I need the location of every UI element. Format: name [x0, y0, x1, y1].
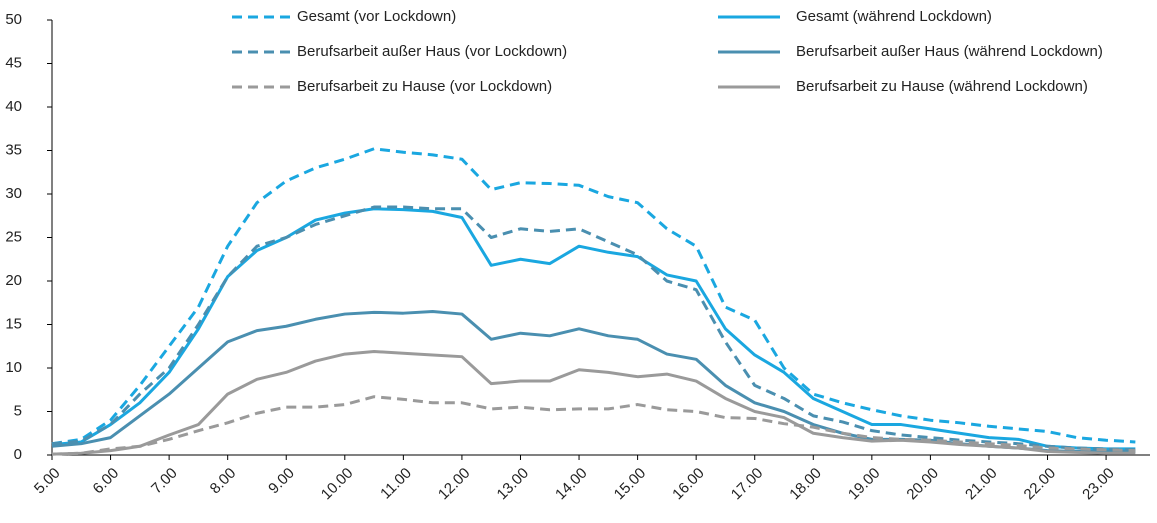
x-tick-label: 12.00: [435, 465, 474, 504]
x-tick-label: 19.00: [845, 465, 884, 504]
series-line: [51, 205, 1136, 452]
x-tick-label: 18.00: [786, 465, 825, 504]
x-tick-label: 7.00: [148, 465, 181, 498]
legend-label: Gesamt (während Lockdown): [796, 8, 992, 25]
y-tick-label: 40: [5, 98, 22, 115]
y-tick-label: 25: [5, 228, 22, 245]
y-tick-label: 0: [14, 446, 22, 463]
x-tick-label: 14.00: [552, 465, 591, 504]
x-tick-label: 10.00: [318, 465, 357, 504]
series-line: [51, 395, 1136, 456]
series-line: [51, 309, 1136, 454]
series-line: [51, 207, 1136, 451]
legend-label: Gesamt (vor Lockdown): [297, 8, 456, 25]
x-tick-label: 16.00: [669, 465, 708, 504]
x-tick-label: 20.00: [903, 465, 942, 504]
x-tick-label: 17.00: [728, 465, 767, 504]
x-tick-label: 8.00: [207, 465, 240, 498]
y-tick-label: 45: [5, 54, 22, 71]
x-tick-label: 11.00: [377, 465, 415, 503]
x-tick-label: 9.00: [265, 465, 298, 498]
y-tick-label: 15: [5, 315, 22, 332]
legend-label: Berufsarbeit außer Haus (vor Lockdown): [297, 43, 567, 60]
x-tick-label: 23.00: [1079, 465, 1118, 504]
y-tick-label: 5: [14, 402, 22, 419]
legend-label: Berufsarbeit zu Hause (während Lockdown): [796, 78, 1088, 95]
x-tick-label: 13.00: [494, 465, 533, 504]
x-tick-label: 22.00: [1021, 465, 1060, 504]
y-tick-label: 10: [5, 359, 22, 376]
x-tick-label: 6.00: [90, 465, 123, 498]
y-tick-label: 20: [5, 272, 22, 289]
x-tick-label: 5.00: [31, 465, 64, 498]
y-tick-label: 35: [5, 141, 22, 158]
x-tick-label: 15.00: [611, 465, 650, 504]
legend-label: Berufsarbeit außer Haus (während Lockdow…: [796, 43, 1103, 60]
y-tick-label: 30: [5, 185, 22, 202]
series-line: [51, 349, 1136, 456]
series-line: [51, 147, 1136, 446]
x-tick-label: 21.00: [962, 465, 1001, 504]
y-tick-label: 50: [5, 11, 22, 28]
legend-label: Berufsarbeit zu Hause (vor Lockdown): [297, 78, 552, 95]
